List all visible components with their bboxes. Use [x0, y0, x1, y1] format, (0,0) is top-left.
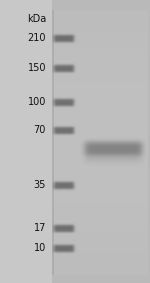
Text: 150: 150 [27, 63, 46, 73]
Text: 10: 10 [34, 243, 46, 253]
Text: kDa: kDa [27, 14, 46, 24]
Text: 35: 35 [34, 180, 46, 190]
Text: 17: 17 [34, 223, 46, 233]
Text: 100: 100 [28, 97, 46, 107]
Text: 70: 70 [34, 125, 46, 135]
Text: 210: 210 [27, 33, 46, 43]
